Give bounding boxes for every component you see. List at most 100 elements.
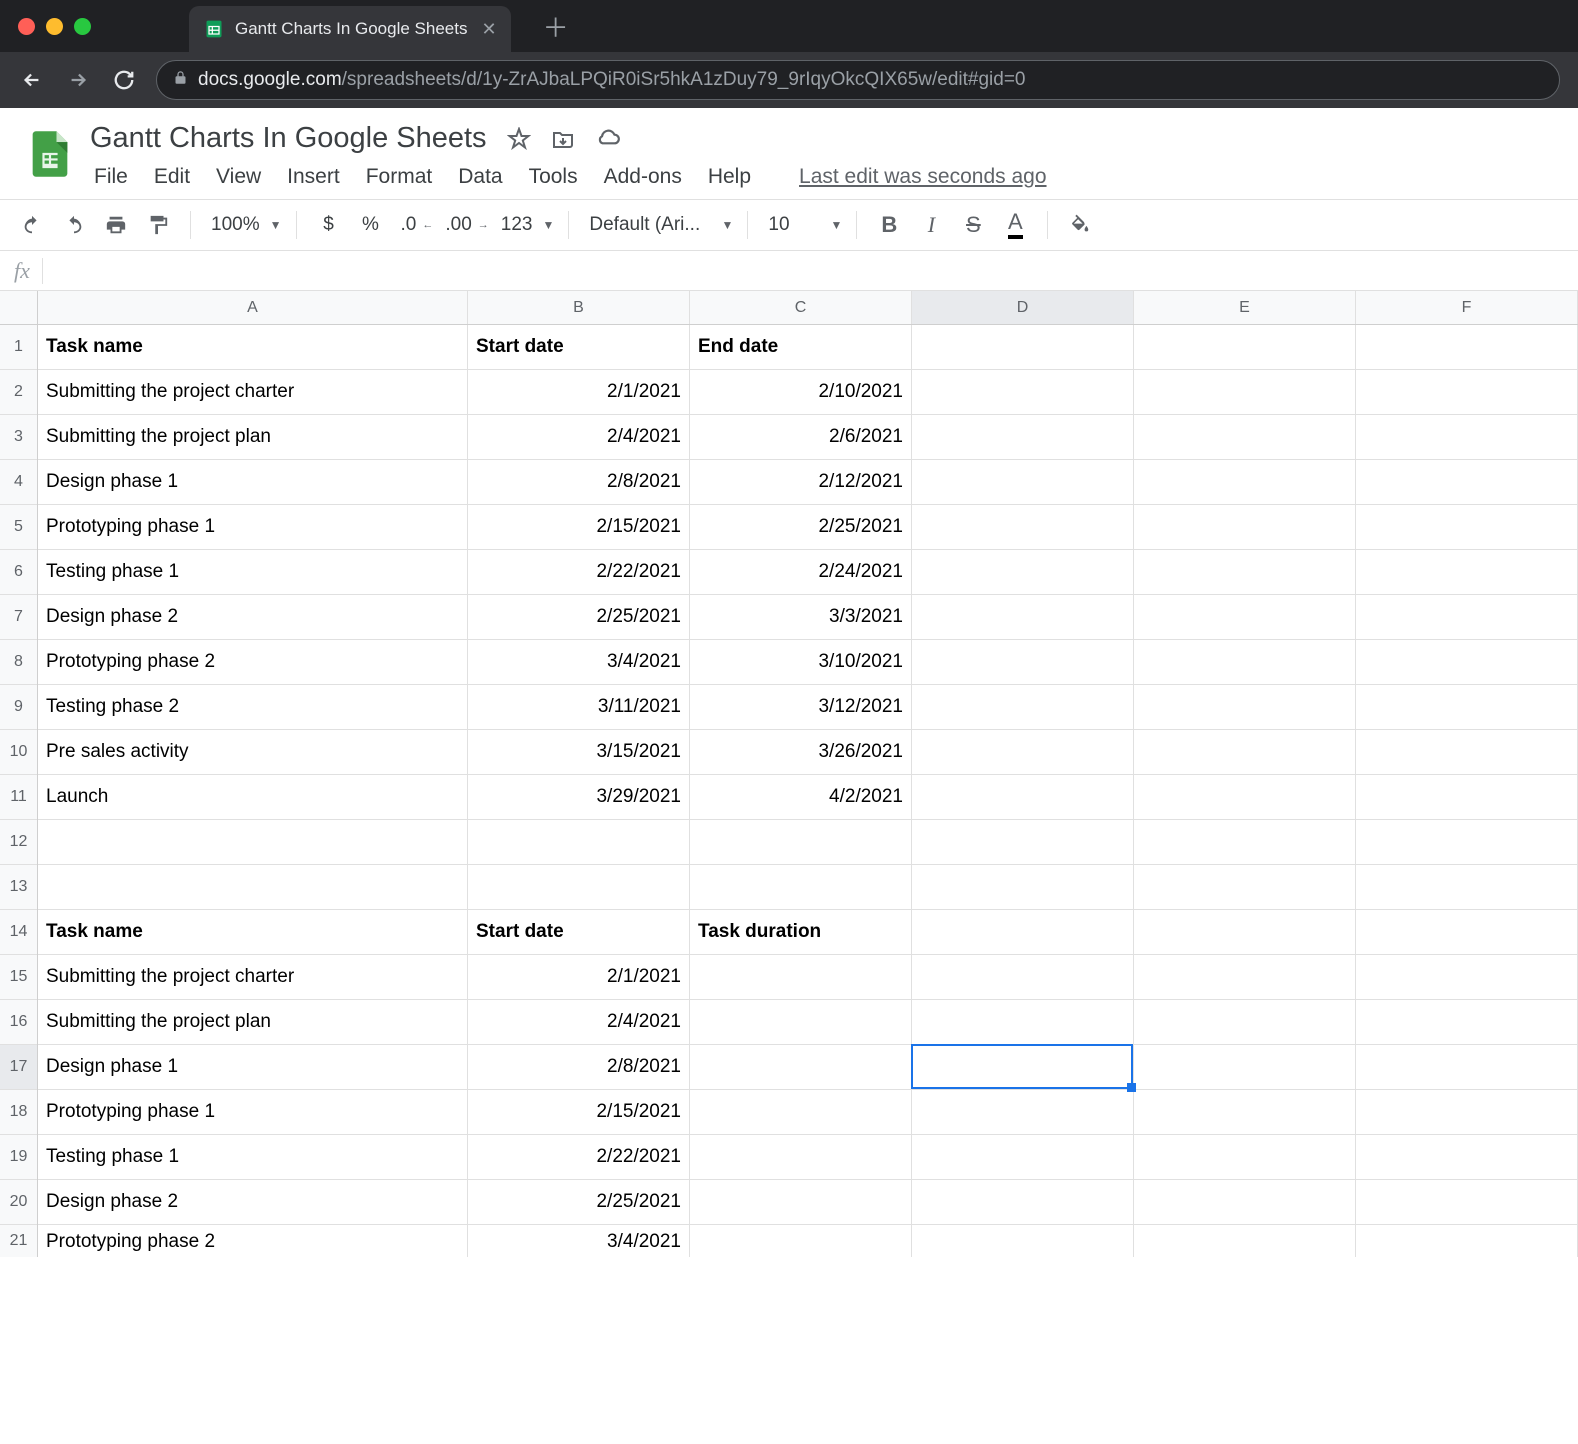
cell[interactable]	[1134, 415, 1356, 460]
text-color-button[interactable]: A	[997, 207, 1033, 243]
cell[interactable]: 2/6/2021	[690, 415, 912, 460]
row-header[interactable]: 18	[0, 1090, 37, 1135]
row-header[interactable]: 2	[0, 370, 37, 415]
cell[interactable]	[690, 820, 912, 865]
cell[interactable]	[1356, 595, 1578, 640]
url-bar[interactable]: docs.google.com/spreadsheets/d/1y-ZrAJba…	[156, 60, 1560, 100]
cell[interactable]: Submitting the project plan	[38, 415, 468, 460]
cell[interactable]	[690, 955, 912, 1000]
cell[interactable]: Prototyping phase 1	[38, 1090, 468, 1135]
last-edit-link[interactable]: Last edit was seconds ago	[799, 165, 1047, 189]
cell[interactable]	[912, 1045, 1134, 1090]
menu-data[interactable]: Data	[458, 165, 502, 189]
cell[interactable]: Design phase 2	[38, 595, 468, 640]
row-header[interactable]: 5	[0, 505, 37, 550]
cell[interactable]: End date	[690, 325, 912, 370]
cell[interactable]	[912, 505, 1134, 550]
cell[interactable]: Submitting the project charter	[38, 955, 468, 1000]
cell[interactable]	[690, 1180, 912, 1225]
cell[interactable]: Prototyping phase 2	[38, 640, 468, 685]
close-tab-icon[interactable]: ✕	[481, 19, 496, 40]
row-header[interactable]: 4	[0, 460, 37, 505]
cell[interactable]: Design phase 1	[38, 460, 468, 505]
cell[interactable]	[1356, 775, 1578, 820]
cell[interactable]	[1134, 640, 1356, 685]
cell[interactable]	[690, 1135, 912, 1180]
cell[interactable]: 2/1/2021	[468, 955, 690, 1000]
row-header[interactable]: 9	[0, 685, 37, 730]
cell[interactable]	[1356, 910, 1578, 955]
row-header[interactable]: 20	[0, 1180, 37, 1225]
cell[interactable]: 3/4/2021	[468, 1225, 690, 1257]
cell[interactable]	[1134, 595, 1356, 640]
back-button[interactable]	[18, 66, 46, 94]
cell[interactable]	[690, 1225, 912, 1257]
cell[interactable]: 2/4/2021	[468, 1000, 690, 1045]
document-title[interactable]: Gantt Charts In Google Sheets	[90, 122, 487, 155]
cell[interactable]	[1134, 550, 1356, 595]
cell[interactable]	[1356, 1045, 1578, 1090]
cell[interactable]	[690, 865, 912, 910]
cell[interactable]	[912, 595, 1134, 640]
cell[interactable]: 2/10/2021	[690, 370, 912, 415]
cell[interactable]	[1356, 640, 1578, 685]
cell[interactable]	[690, 1090, 912, 1135]
row-header[interactable]: 3	[0, 415, 37, 460]
cell[interactable]: Submitting the project plan	[38, 1000, 468, 1045]
row-header[interactable]: 11	[0, 775, 37, 820]
cell[interactable]	[1134, 1045, 1356, 1090]
maximize-window-button[interactable]	[74, 18, 91, 35]
cell[interactable]: 2/8/2021	[468, 1045, 690, 1090]
row-header[interactable]: 16	[0, 1000, 37, 1045]
cell[interactable]	[912, 460, 1134, 505]
formula-input[interactable]	[42, 258, 1564, 284]
font-family-dropdown[interactable]: Default (Ari...▼	[583, 214, 733, 236]
row-header[interactable]: 8	[0, 640, 37, 685]
decrease-decimal-button[interactable]: .0←	[395, 207, 434, 243]
cell[interactable]	[1134, 460, 1356, 505]
cell[interactable]	[1134, 820, 1356, 865]
cell[interactable]: 3/15/2021	[468, 730, 690, 775]
fill-color-button[interactable]	[1062, 207, 1098, 243]
browser-tab[interactable]: Gantt Charts In Google Sheets ✕	[189, 6, 511, 52]
cell[interactable]: 2/4/2021	[468, 415, 690, 460]
cell[interactable]	[1356, 550, 1578, 595]
column-header-E[interactable]: E	[1134, 291, 1356, 324]
menu-format[interactable]: Format	[366, 165, 433, 189]
star-icon[interactable]	[507, 127, 531, 151]
currency-format-button[interactable]: $	[311, 207, 347, 243]
row-header[interactable]: 14	[0, 910, 37, 955]
cell[interactable]	[1356, 955, 1578, 1000]
cell[interactable]	[1134, 955, 1356, 1000]
select-all-corner[interactable]	[0, 291, 38, 324]
minimize-window-button[interactable]	[46, 18, 63, 35]
row-header[interactable]: 1	[0, 325, 37, 370]
cell[interactable]: Testing phase 1	[38, 1135, 468, 1180]
cell[interactable]	[1134, 1000, 1356, 1045]
cell[interactable]	[912, 910, 1134, 955]
cell[interactable]: 2/24/2021	[690, 550, 912, 595]
menu-file[interactable]: File	[94, 165, 128, 189]
cell[interactable]: 2/22/2021	[468, 1135, 690, 1180]
row-header[interactable]: 13	[0, 865, 37, 910]
cloud-saved-icon[interactable]	[595, 126, 621, 152]
cell[interactable]	[690, 1000, 912, 1045]
cell[interactable]: 2/25/2021	[690, 505, 912, 550]
menu-addons[interactable]: Add-ons	[604, 165, 682, 189]
cell[interactable]	[912, 775, 1134, 820]
column-header-B[interactable]: B	[468, 291, 690, 324]
cell[interactable]: Task name	[38, 325, 468, 370]
row-header[interactable]: 10	[0, 730, 37, 775]
cell[interactable]	[912, 730, 1134, 775]
cell[interactable]	[1356, 685, 1578, 730]
cell[interactable]: 2/8/2021	[468, 460, 690, 505]
cell[interactable]	[468, 865, 690, 910]
cell[interactable]	[690, 1045, 912, 1090]
bold-button[interactable]: B	[871, 207, 907, 243]
cell[interactable]: Launch	[38, 775, 468, 820]
column-header-C[interactable]: C	[690, 291, 912, 324]
cell[interactable]	[912, 1000, 1134, 1045]
cell[interactable]	[1134, 685, 1356, 730]
cell[interactable]	[1134, 730, 1356, 775]
cell[interactable]: 2/25/2021	[468, 595, 690, 640]
